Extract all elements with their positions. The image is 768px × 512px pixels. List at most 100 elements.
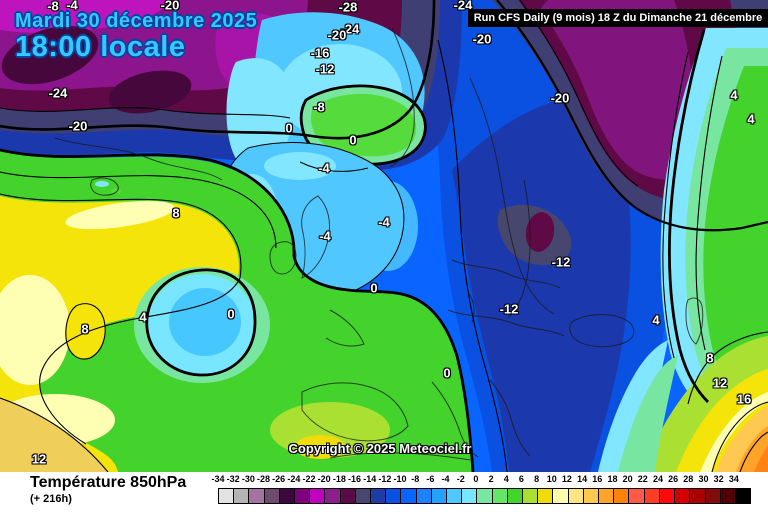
run-info-bar: Run CFS Daily (9 mois) 18 Z du Dimanche … [468,9,768,27]
legend-color-box [582,489,599,503]
legend-tick-label: 34 [728,474,739,484]
contour-label: 12 [31,451,47,467]
legend-tick-label: -26 [272,474,286,484]
contour-label: -4 [319,228,331,244]
contour-label: -20 [550,90,570,106]
legend-tick-label: 12 [561,474,572,484]
contour-label: -12 [315,61,335,77]
legend-color-box [522,489,538,503]
contour-label: 4 [652,312,660,328]
temperature-legend: -34 -32 -30 -28 -26 -24 -22 -20 -18 -16 -14 -12 -10 -… [211,474,751,510]
contour-label: -20 [472,31,492,47]
legend-tick-label: 16 [592,474,603,484]
legend-tick-label: -22 [302,474,316,484]
contour-label: 0 [285,120,293,136]
contour-label: 8 [706,350,714,366]
legend-tick-label: -24 [287,474,301,484]
contour-label: 12 [712,375,728,391]
legend-color-box [278,489,295,503]
legend-tick-label: -6 [426,474,435,484]
contour-label: -20 [68,118,88,134]
legend-color-box [704,489,720,503]
legend-color-box [415,489,431,503]
temperature-map-svg [0,0,768,472]
legend-color-box [719,489,735,503]
legend-tick-label: -34 [211,474,225,484]
legend-tick-label: 32 [713,474,724,484]
legend-tick-label: -20 [317,474,331,484]
contour-label: -4 [378,214,390,230]
legend-color-box [446,489,462,503]
map-area: -8 -4 -20 -24 -20 -28 -24 -20 -16 -12 -8 0 0 -24 -20 -2… [0,0,768,472]
map-parameter-title: Température 850hPa [30,474,187,491]
legend-color-box [658,489,675,503]
legend-tick-label: 28 [683,474,694,484]
legend-color-box [461,489,477,503]
contour-label: -24 [48,85,68,101]
legend-color-box [552,489,568,503]
run-info-text: Run CFS Daily (9 mois) 18 Z du Dimanche … [473,12,763,24]
legend-color-box [689,489,705,503]
legend-color-box [674,489,690,503]
legend-color-box [567,489,583,503]
contour-label: -8 [313,99,325,115]
contour-label: -24 [340,21,360,37]
legend-tick-label: 6 [518,474,524,484]
legend-tick-label: -18 [332,474,346,484]
legend-tick-label: 2 [488,474,494,484]
legend-tick-label: -32 [226,474,240,484]
forecast-lead-time: (+ 216h) [30,493,72,505]
contour-label: -12 [499,301,519,317]
legend-tick-label: -12 [378,474,392,484]
legend-color-box [294,489,310,503]
legend-tick-label: 4 [503,474,509,484]
legend-color-box [537,489,553,503]
contour-label: -28 [338,0,358,15]
legend-boxes [218,488,751,504]
copyright-text: Copyright © 2025 Meteociel.fr [288,441,472,456]
contour-label: 0 [370,280,378,296]
legend-color-box [324,489,340,503]
legend-tick-label: 18 [607,474,618,484]
map-label-layer: -8 -4 -20 -24 -20 -28 -24 -20 -16 -12 -8 0 0 -24 -20 -2… [31,0,755,467]
legend-tick-label: 24 [652,474,663,484]
legend-color-box [248,489,264,503]
contour-label: -20 [327,27,347,43]
contour-label: 4 [139,309,147,325]
legend-color-box [506,489,523,503]
contour-label: 4 [730,87,738,103]
legend-color-box [613,489,629,503]
legend-tick-label: -16 [348,474,362,484]
contour-label: 0 [349,132,357,148]
legend-color-box [400,489,416,503]
legend-tick-label: 26 [668,474,679,484]
legend-color-box [309,489,325,503]
legend-color-box [233,489,249,503]
contour-label: 0 [443,365,451,381]
legend-color-box [370,489,386,503]
legend-color-box [476,489,492,503]
contour-label: -8 [47,0,59,14]
legend-tick-label: 22 [637,474,648,484]
legend-color-box [385,489,401,503]
legend-color-box [643,489,659,503]
contour-label: -4 [318,160,330,176]
legend-tick-label: 8 [534,474,540,484]
contour-label: -16 [310,45,330,61]
legend-color-box [734,489,751,503]
legend-tick-label: -14 [363,474,377,484]
legend-color-box [354,489,371,503]
legend-tick-label: 30 [698,474,709,484]
map-date: Mardi 30 décembre 2025 [15,10,258,32]
legend-tick-label: -28 [256,474,271,484]
legend-tick-label: -10 [393,474,407,484]
contour-label: 8 [172,205,180,221]
legend-ticks: -34 -32 -30 -28 -26 -24 -22 -20 -18 -16 -14 -12 -10 -… [211,474,749,486]
legend-tick-label: 10 [546,474,557,484]
contour-label: 4 [747,111,755,127]
contour-label: 0 [227,306,235,322]
legend-tick-label: 20 [622,474,633,484]
legend-tick-label: -30 [241,474,255,484]
contour-label: -4 [66,0,78,13]
